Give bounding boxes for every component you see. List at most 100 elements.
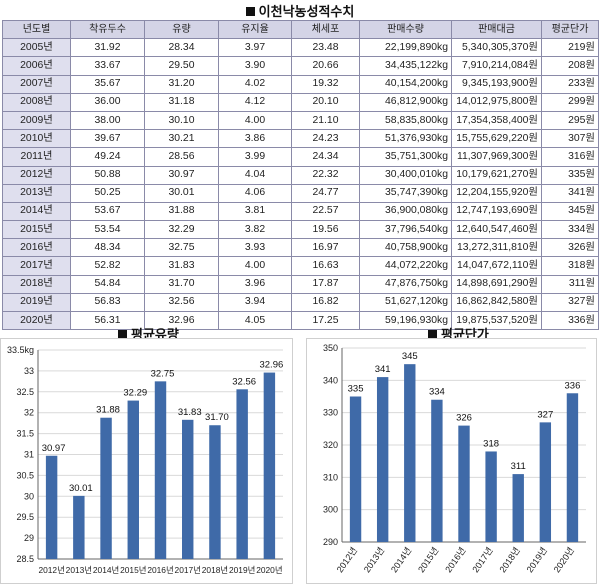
y-tick-label: 30 xyxy=(24,491,34,501)
year-cell: 2008년 xyxy=(2,92,71,112)
table-cell: 19.56 xyxy=(291,220,360,240)
bar xyxy=(404,364,416,542)
table-row: 2006년 33.67 29.50 3.90 20.66 34,435,122kg 7,91… xyxy=(2,56,599,76)
y-tick-label: 31.5 xyxy=(16,429,34,439)
year-cell: 2005년 xyxy=(2,38,71,58)
table-cell: 15,755,629,220원 xyxy=(451,129,542,149)
table-header-cell: 평균단가 xyxy=(541,19,599,40)
table-cell: 32.29 xyxy=(144,220,219,240)
table-cell: 9,345,193,900원 xyxy=(451,74,542,94)
table-row: 2008년 36.00 31.18 4.12 20.10 46,812,900kg 14,0… xyxy=(2,92,599,112)
table-cell: 17.87 xyxy=(291,274,360,294)
table-cell: 208원 xyxy=(541,56,599,76)
data-label: 31.83 xyxy=(178,407,202,418)
table-row: 2018년 54.84 31.70 3.96 17.87 47,876,750kg 14,8… xyxy=(2,274,599,294)
table-cell: 34,435,122kg xyxy=(359,56,452,76)
table-cell: 53.54 xyxy=(70,220,145,240)
table-cell: 3.82 xyxy=(218,220,292,240)
bar xyxy=(45,455,58,559)
year-cell: 2011년 xyxy=(2,147,71,167)
table-cell: 58,835,800kg xyxy=(359,110,452,131)
table-cell: 48.34 xyxy=(70,238,145,258)
table-cell: 46,812,900kg xyxy=(359,92,452,112)
table-cell: 20.10 xyxy=(291,92,360,112)
data-label: 345 xyxy=(402,351,418,362)
table-cell: 318원 xyxy=(541,256,599,276)
table-cell: 32.56 xyxy=(144,292,219,313)
table-header-cell: 년도별 xyxy=(2,19,71,40)
data-label: 326 xyxy=(456,413,472,424)
year-cell: 2012년 xyxy=(2,165,71,185)
data-label: 31.88 xyxy=(96,405,120,416)
table-cell: 44,072,220kg xyxy=(359,256,452,276)
table-header-cell: 유지율 xyxy=(218,19,292,40)
table-row: 2017년 52.82 31.83 4.00 16.63 44,072,220kg 14,0… xyxy=(2,256,599,276)
table-cell: 39.67 xyxy=(70,129,145,149)
table-cell: 31.18 xyxy=(144,92,219,112)
table-cell: 12,204,155,920원 xyxy=(451,183,542,203)
table-cell: 233원 xyxy=(541,74,599,94)
table-header-row: 년도별 착유두수 유량 유지율 체세포 판매수량 판매대금 평균단가 xyxy=(2,19,599,40)
bar xyxy=(376,377,389,542)
table-body: 2005년 31.92 28.34 3.97 23.48 22,199,890kg 5,34… xyxy=(2,38,599,331)
x-tick-label: 2014년 xyxy=(93,565,119,575)
data-label: 31.70 xyxy=(205,412,229,423)
data-label: 341 xyxy=(375,364,391,375)
table-cell: 47,876,750kg xyxy=(359,274,452,294)
data-label: 30.97 xyxy=(42,443,66,454)
table-cell: 38.00 xyxy=(70,110,145,131)
x-tick-label: 2016년 xyxy=(147,565,173,575)
table-cell: 53.67 xyxy=(70,201,145,222)
table-row: 2020년 56.31 32.96 4.05 17.25 59,196,930kg 19,8… xyxy=(2,310,599,331)
table-cell: 24.77 xyxy=(291,183,360,203)
table-cell: 31.88 xyxy=(144,201,219,222)
table-row: 2016년 48.34 32.75 3.93 16.97 40,758,900kg 13,2… xyxy=(2,238,599,258)
table-cell: 334원 xyxy=(541,220,599,240)
table-cell: 13,272,311,810원 xyxy=(451,238,542,258)
table-cell: 24.34 xyxy=(291,147,360,167)
table-cell: 4.02 xyxy=(218,74,292,94)
table-cell: 341원 xyxy=(541,183,599,203)
bar xyxy=(512,474,524,542)
y-tick-label: 30.5 xyxy=(16,470,34,480)
table-cell: 40,154,200kg xyxy=(359,74,452,94)
table-cell: 4.00 xyxy=(218,256,292,276)
table-row: 2014년 53.67 31.88 3.81 22.57 36,900,080kg 12,7… xyxy=(2,201,599,222)
table-cell: 30.21 xyxy=(144,129,219,149)
table-cell: 335원 xyxy=(541,165,599,185)
data-label: 335 xyxy=(348,384,364,395)
table-cell: 16.82 xyxy=(291,292,360,313)
square-bullet-icon xyxy=(118,330,127,339)
table-cell: 56.83 xyxy=(70,292,145,313)
table-cell: 59,196,930kg xyxy=(359,310,452,331)
table-cell: 316원 xyxy=(541,147,599,167)
year-cell: 2007년 xyxy=(2,74,71,94)
year-cell: 2010년 xyxy=(2,129,71,149)
square-bullet-icon xyxy=(245,7,255,16)
table-cell: 327원 xyxy=(541,292,599,313)
table-cell: 32.96 xyxy=(144,310,219,331)
data-label: 30.01 xyxy=(69,483,93,494)
table-cell: 30.01 xyxy=(144,183,219,203)
table-row: 2007년 35.67 31.20 4.02 19.32 40,154,200kg 9,34… xyxy=(2,74,599,94)
y-tick-label: 32 xyxy=(24,408,34,418)
table-cell: 10,179,621,270원 xyxy=(451,165,542,185)
bar xyxy=(458,425,470,542)
table-cell: 17.25 xyxy=(291,310,360,331)
table-cell: 24.23 xyxy=(291,129,360,149)
bar xyxy=(485,451,497,542)
table-cell: 20.66 xyxy=(291,56,360,76)
table-cell: 16.97 xyxy=(291,238,360,258)
x-tick-label: 2015년 xyxy=(120,565,146,575)
table-cell: 3.93 xyxy=(218,238,292,258)
bar xyxy=(539,422,552,542)
year-cell: 2006년 xyxy=(2,56,71,76)
y-tick-label: 320 xyxy=(323,440,338,450)
table-row: 2010년 39.67 30.21 3.86 24.23 51,376,930kg 15,7… xyxy=(2,129,599,149)
table-header-cell: 착유두수 xyxy=(70,19,145,40)
square-bullet-icon xyxy=(428,330,437,339)
x-tick-label: 2020년 xyxy=(256,565,282,575)
year-cell: 2019년 xyxy=(2,292,71,313)
x-tick-label: 2018년 xyxy=(202,565,228,575)
dairy-stats-table: 년도별 착유두수 유량 유지율 체세포 판매수량 판매대금 평균단가 2005년 31.92 28… xyxy=(2,19,599,331)
